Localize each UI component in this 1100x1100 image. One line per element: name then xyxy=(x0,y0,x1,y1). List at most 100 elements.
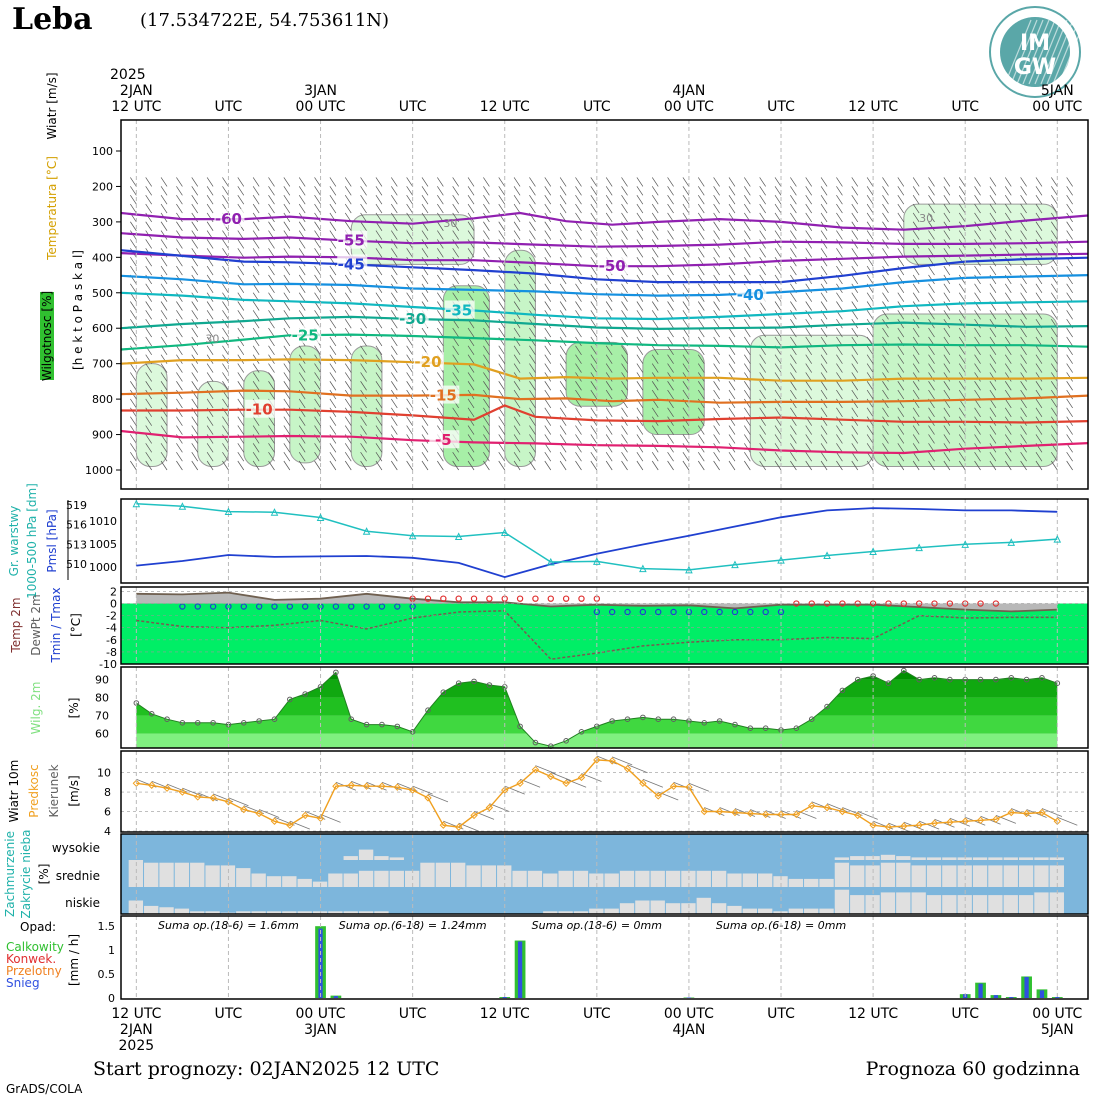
wind-barb xyxy=(483,327,490,338)
wind-barb xyxy=(452,451,459,462)
wind-barb xyxy=(1004,212,1012,223)
wind-barb xyxy=(882,425,889,435)
wind-barb xyxy=(360,416,367,426)
wind-barb xyxy=(805,389,813,400)
humidity-marker xyxy=(885,680,892,687)
wind-barb xyxy=(682,434,690,444)
wind-barb xyxy=(989,230,997,240)
cloud-bar xyxy=(926,857,942,860)
wind-tick-label: 6 xyxy=(104,806,111,819)
wind-barb xyxy=(713,336,720,347)
wind-barb xyxy=(237,451,245,462)
wind-barb xyxy=(513,451,521,462)
wind-barb xyxy=(160,372,168,382)
cloud-bar xyxy=(358,849,374,860)
wind-barb xyxy=(206,221,214,231)
isotherm-label-bg xyxy=(598,256,629,275)
wind-barb xyxy=(130,336,137,347)
wind-barb xyxy=(1004,345,1012,355)
wind-barb xyxy=(483,443,490,453)
wind-barb xyxy=(790,301,797,311)
wind-barb xyxy=(820,212,828,223)
wind-barb xyxy=(866,345,874,355)
wind-barb xyxy=(697,416,705,426)
tmax-marker xyxy=(946,600,954,607)
wind-barb xyxy=(498,186,506,196)
wind-barb xyxy=(206,425,214,435)
tmin-marker xyxy=(179,603,186,610)
wind-barb xyxy=(544,451,552,462)
wind-speed-marker xyxy=(209,794,217,802)
wind-barb xyxy=(437,221,444,231)
wind-barb xyxy=(943,310,951,320)
wind-barb xyxy=(237,460,245,471)
wind-barb xyxy=(851,194,859,205)
wind-barb xyxy=(176,283,183,293)
wind-barb xyxy=(882,327,889,338)
wind-barb xyxy=(390,398,398,409)
wind-barb xyxy=(1051,186,1058,196)
wind-speed-marker xyxy=(792,810,801,819)
wind-barb xyxy=(1020,248,1027,258)
wind-barb xyxy=(790,310,797,320)
wind-barb xyxy=(390,274,398,285)
tmin-marker xyxy=(655,608,662,616)
wind-speed-marker xyxy=(470,811,478,820)
thickness-marker xyxy=(500,528,509,537)
wind-barb xyxy=(744,460,751,471)
humidity-marker xyxy=(701,720,708,726)
precip-snow-bar xyxy=(978,983,983,998)
thickness-marker xyxy=(316,513,325,521)
wind-barb xyxy=(1035,345,1043,355)
wind-barb xyxy=(667,389,674,400)
wind-barb xyxy=(713,345,720,355)
wind-barb xyxy=(943,389,951,400)
station-name: Leba xyxy=(12,2,93,37)
cloud-bar xyxy=(988,895,1003,914)
wind-barb xyxy=(974,434,981,444)
humidity-marker xyxy=(210,720,216,726)
wind-barb xyxy=(836,292,843,302)
wind-barb xyxy=(651,443,659,453)
wind-barb xyxy=(575,434,582,444)
wind-barb xyxy=(928,460,935,471)
wind-barb xyxy=(897,212,905,223)
wind-barb xyxy=(1051,177,1058,187)
wind-barb xyxy=(667,283,674,293)
wind-barb xyxy=(759,354,766,364)
wind-barb xyxy=(958,310,966,320)
wind-barb xyxy=(529,194,536,205)
wind-barb xyxy=(912,345,920,355)
wind-barb xyxy=(145,194,152,205)
wind-barb xyxy=(697,221,705,231)
wind-barb xyxy=(452,257,459,267)
wind-barb xyxy=(360,336,367,347)
temp-tick-label: -10 xyxy=(99,658,117,671)
station-coordinates: (17.534722E, 54.753611N) xyxy=(140,10,390,31)
humidity-marker xyxy=(901,667,907,674)
wind-barb xyxy=(897,434,905,444)
wind-barb xyxy=(682,283,690,293)
wind-barb xyxy=(467,274,475,285)
tmin-marker xyxy=(624,608,631,616)
wind-barb xyxy=(1035,265,1043,276)
wind-barb xyxy=(1020,434,1027,444)
wind-barb xyxy=(667,407,674,418)
wind-barb xyxy=(191,425,199,435)
wind-barb xyxy=(882,363,889,373)
wind-barb xyxy=(774,434,782,444)
wind-speed-marker xyxy=(178,788,187,796)
pmsl-tick-label: 1000 xyxy=(89,561,117,574)
tmax-marker xyxy=(578,595,585,602)
wind-barb xyxy=(421,372,429,382)
humidity-marker xyxy=(1039,675,1045,681)
wind-barb xyxy=(467,381,475,391)
wind-barb xyxy=(544,301,552,311)
wind-barb xyxy=(191,301,199,311)
wind-barb xyxy=(1066,292,1073,302)
hour-label: 00 UTC xyxy=(664,1006,714,1022)
wind-barb xyxy=(1035,407,1043,418)
wind-barb xyxy=(682,301,690,311)
wind-barb xyxy=(866,354,874,364)
wind-barb xyxy=(544,381,552,391)
